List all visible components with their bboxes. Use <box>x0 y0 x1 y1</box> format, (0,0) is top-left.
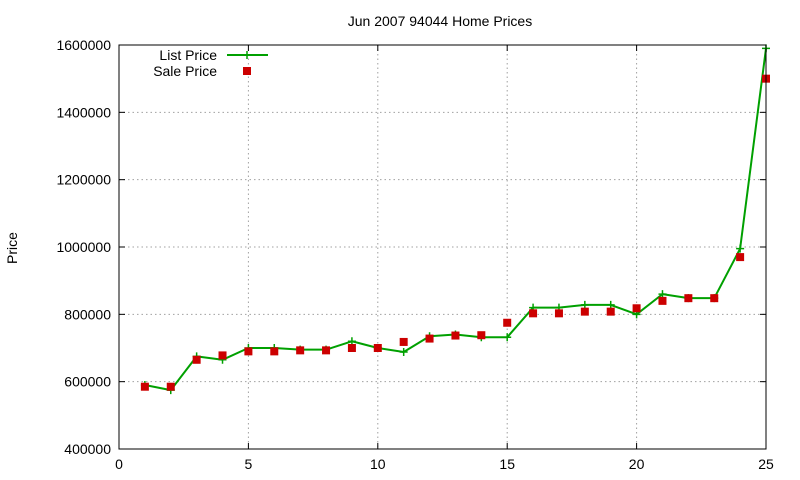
sale-price-point <box>658 296 667 305</box>
sale-price-point <box>529 309 538 318</box>
sale-price-point <box>736 253 745 262</box>
x-tick-label: 0 <box>115 456 123 472</box>
y-tick-label: 1400000 <box>56 104 111 120</box>
grid <box>119 45 766 449</box>
sale-price-point <box>632 304 641 313</box>
x-tick-label: 25 <box>758 456 774 472</box>
sale-price-point <box>192 355 201 364</box>
legend-label-sale-price: Sale Price <box>153 63 217 79</box>
x-tick-label: 10 <box>370 456 386 472</box>
y-tick-label: 1200000 <box>56 172 111 188</box>
sale-price-point <box>296 346 305 355</box>
plot-series <box>140 44 770 395</box>
y-tick-label: 600000 <box>64 374 111 390</box>
sale-price-point <box>399 337 408 346</box>
sale-price-point <box>218 351 227 360</box>
sale-price-point <box>373 344 382 352</box>
sale-price-point <box>270 347 279 356</box>
x-tick-label: 15 <box>499 456 515 472</box>
sale-price-point <box>322 346 331 355</box>
list-price-point <box>399 348 408 357</box>
list-price-point <box>347 337 356 346</box>
sale-price-point <box>244 347 253 356</box>
y-tick-label: 800000 <box>64 306 111 322</box>
list-price-point <box>658 290 667 299</box>
sale-price-point <box>503 318 512 327</box>
list-price-point <box>503 333 512 342</box>
legend-label-list-price: List Price <box>159 47 217 63</box>
x-tick-label: 5 <box>245 456 253 472</box>
sale-price-point <box>477 331 486 340</box>
sale-price-point <box>425 334 434 343</box>
sale-price-point <box>710 294 719 303</box>
sale-price-point <box>347 344 356 352</box>
y-axis-label: Price <box>4 232 20 264</box>
y-tick-label: 400000 <box>64 441 111 457</box>
sale-price-point <box>451 331 460 340</box>
axis-ticks: 0 5 10 15 20 25 400000 600000 800000 1000000 12000… <box>56 37 774 472</box>
y-tick-label: 1000000 <box>56 239 111 255</box>
sale-price-point <box>554 309 563 318</box>
sale-price-point <box>580 307 589 316</box>
x-tick-label: 20 <box>629 456 645 472</box>
sale-price-point <box>166 382 175 391</box>
legend-marker-sale-price <box>243 67 251 75</box>
y-tick-label: 1600000 <box>56 37 111 53</box>
list-price-point <box>580 300 589 309</box>
list-price-point <box>606 300 615 309</box>
sale-price-point <box>140 382 149 391</box>
list-price-point <box>736 244 745 253</box>
legend-marker-list-price <box>243 51 251 59</box>
sale-price-point <box>684 294 693 303</box>
chart-title: Jun 2007 94044 Home Prices <box>348 13 532 29</box>
sale-price-point <box>606 307 615 316</box>
